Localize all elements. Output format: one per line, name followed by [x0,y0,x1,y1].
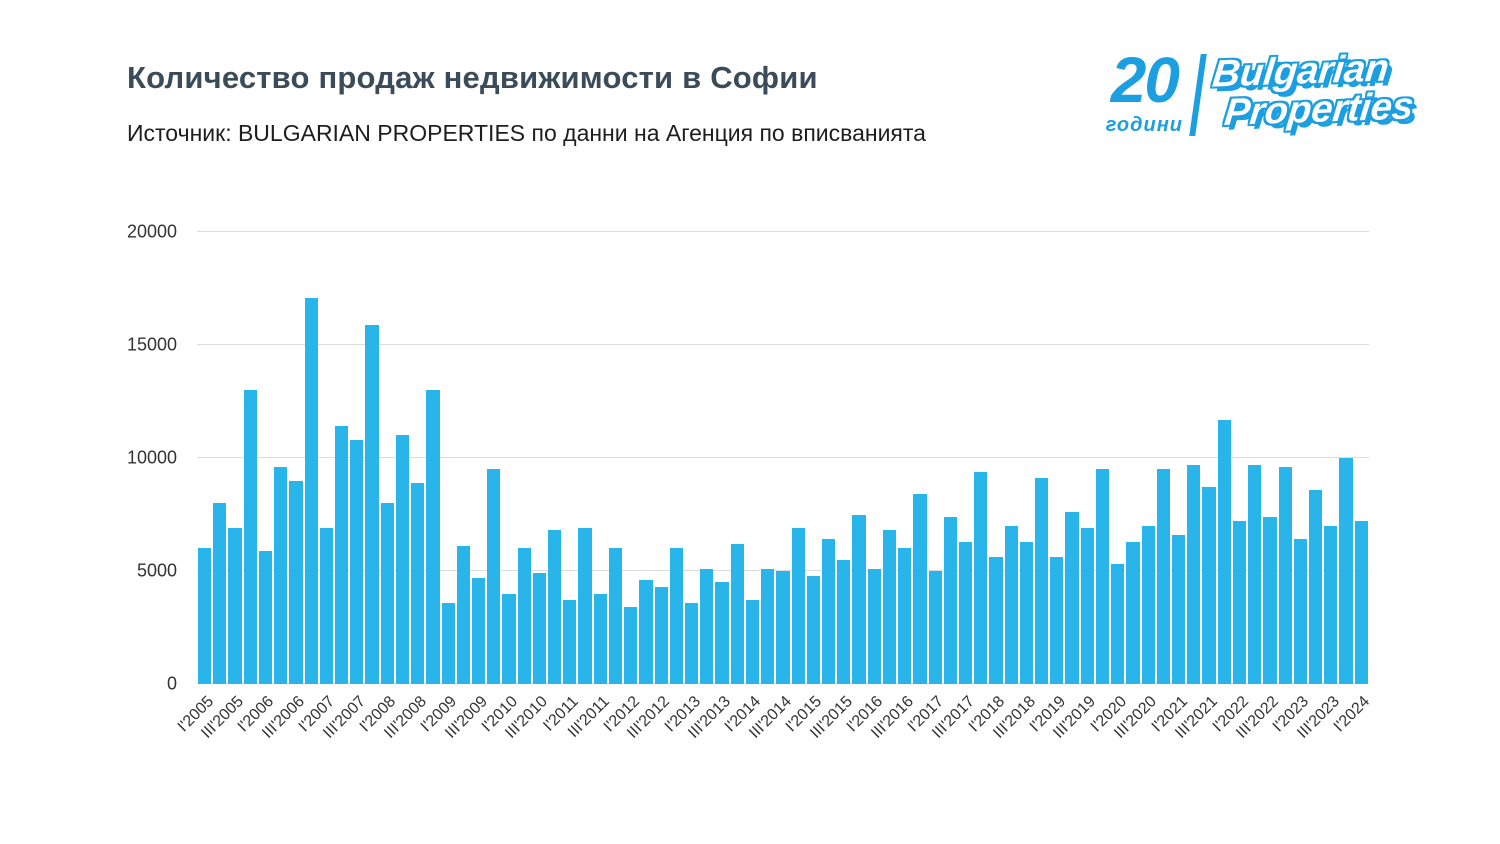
bar [669,548,683,684]
bar [882,530,897,684]
bar [198,548,212,684]
bar [745,600,760,684]
y-tick-label: 0 [166,673,177,694]
bar [715,582,729,684]
plot-area [197,232,1369,684]
bar [806,575,820,684]
bar [487,469,501,684]
bar [319,528,333,684]
logo-20-number: 20 [1110,44,1180,116]
bar [837,559,851,684]
bar [730,543,744,684]
bar [685,602,699,684]
logo-divider [1189,54,1207,136]
bar [1248,464,1262,684]
bar [1035,478,1049,684]
bar [426,390,440,684]
bar [411,482,425,684]
bar [304,297,318,684]
bar [395,435,410,684]
bar [258,550,273,684]
bar [334,426,349,684]
bulgarian-properties-logo: 20 години Bulgarian Properties [1105,44,1416,137]
bar [1156,469,1170,684]
bar [1050,557,1064,684]
bar [1354,521,1368,684]
bar [578,528,592,684]
bar [624,607,638,684]
bar [898,548,912,684]
bar [1339,458,1353,684]
bar [974,471,988,684]
bar [989,557,1003,684]
bar [1324,525,1338,684]
bar [380,503,394,684]
y-axis: 0 5000 10000 15000 20000 [60,222,187,694]
bar [502,593,516,684]
bar [1308,489,1323,684]
bar [593,593,607,684]
bar [761,568,775,684]
y-tick-label: 20000 [126,221,177,242]
logo-years-label: години [1105,113,1184,136]
bar [289,480,303,684]
gridline [197,231,1369,232]
bar [532,573,547,684]
bar [441,602,455,684]
bar [1004,525,1018,684]
bar [243,390,257,684]
y-tick-label: 5000 [136,560,177,581]
bar [913,494,927,684]
bar [548,530,562,684]
gridline [197,570,1369,571]
bar [213,503,227,684]
bar [700,568,714,684]
bar [456,546,470,684]
bar [1065,512,1079,684]
bar [1278,467,1292,684]
logo-brand-line2: Properties [1222,85,1416,134]
gridline [197,457,1369,458]
bar [471,577,486,684]
bar [1217,419,1231,684]
bar [639,580,653,684]
bar [852,514,866,684]
bar [274,467,288,684]
bar [654,586,668,684]
y-tick-label: 15000 [126,334,177,355]
bar [1263,516,1277,684]
logo-anniversary: 20 години [1105,44,1184,137]
bar [1080,528,1094,684]
bar [365,324,379,684]
bar [1202,487,1216,684]
bar [1232,521,1247,684]
bar [1293,539,1307,684]
bar [1141,525,1155,684]
bar [1172,534,1186,684]
chart-source-subtitle: Источник: BULGARIAN PROPERTIES по данни … [127,120,926,146]
bar [928,571,942,684]
bar [563,600,577,684]
x-axis: I'2005 III'2005 I'2006 III'2006 I'2007 III'20… [174,685,1373,805]
bar [1019,541,1034,684]
bar [958,541,973,684]
bar [1111,564,1125,684]
bar [791,528,805,684]
bar [821,539,836,684]
bar [608,548,623,684]
bar [517,548,531,684]
bar [1187,464,1201,684]
gridline [197,344,1369,345]
bar [228,528,242,684]
logo-brand-text: Bulgarian Properties [1207,47,1420,134]
bar [1126,541,1140,684]
y-tick-label: 10000 [126,447,177,468]
bar [350,439,364,684]
bar [1095,469,1110,684]
bar [776,571,790,684]
bar [867,568,881,684]
page-title: Количество продаж недвижимости в Софии [127,60,818,95]
bar [943,516,957,684]
